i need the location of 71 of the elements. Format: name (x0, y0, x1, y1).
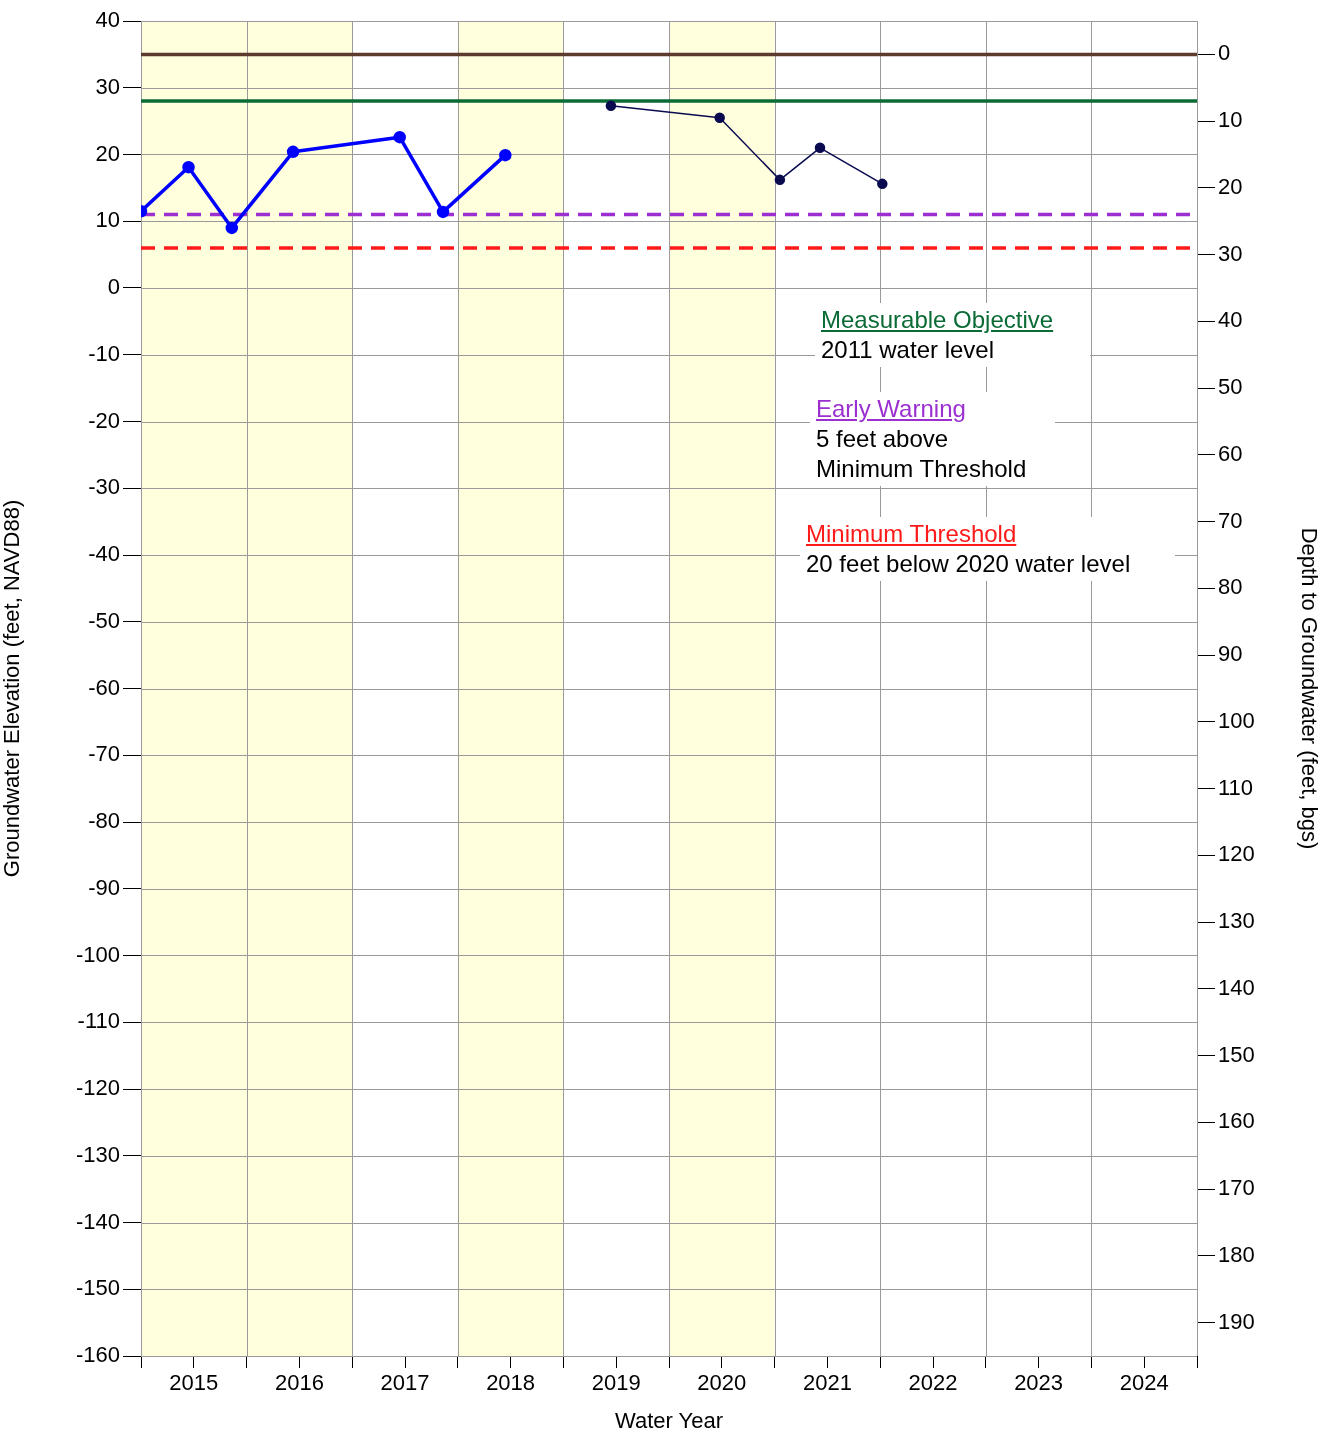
point (182, 160, 195, 174)
y-tick-label: -100 (75, 941, 120, 967)
y2-tick-label: 190 (1218, 1308, 1255, 1334)
y2-tick-label: 40 (1218, 307, 1243, 333)
x-tick-label: 2015 (169, 1370, 219, 1396)
x-tick-label: 2016 (274, 1370, 324, 1396)
y2-tick-label: 10 (1218, 107, 1243, 133)
y-tick-label: -80 (88, 808, 120, 834)
y-tick-label: 20 (95, 140, 120, 166)
x-tick-label: 2020 (697, 1370, 747, 1396)
annotation: 2011 water level (821, 335, 995, 365)
y2-tick-label: 150 (1218, 1041, 1255, 1067)
y-tick-label: -150 (75, 1275, 120, 1301)
point (774, 174, 786, 186)
ref-line-label: Measurable Objective (821, 305, 1055, 335)
y2-tick-label: 0 (1218, 40, 1231, 66)
x-tick-label: 2021 (802, 1370, 852, 1396)
y-tick-label: -120 (75, 1075, 120, 1101)
y-tick-label: -110 (77, 1008, 120, 1034)
y-tick-label: -10 (88, 340, 120, 366)
y2-axis-title: Depth to Groundwater (feet, bgs) (1296, 527, 1321, 850)
y-tick-label: 30 (95, 73, 120, 99)
point (225, 221, 239, 235)
y2-tick-label: 130 (1218, 908, 1255, 934)
ref-line-label: Minimum Threshold (806, 519, 1018, 549)
y-tick-label: 10 (95, 207, 120, 233)
point (436, 205, 450, 219)
y2-tick-label: 160 (1218, 1108, 1255, 1134)
x-axis-title: Water Year (614, 1407, 724, 1433)
y2-tick-label: 110 (1218, 774, 1254, 800)
y2-tick-label: 20 (1218, 173, 1243, 199)
y-tick-label: -130 (75, 1141, 120, 1167)
y-tick-label: -40 (88, 541, 120, 567)
point (499, 148, 512, 162)
y-tick-label: 0 (107, 274, 120, 300)
x-tick-label: 2017 (380, 1370, 430, 1396)
x-tick-label: 2023 (1014, 1370, 1064, 1396)
y-tick-label: -50 (88, 607, 120, 633)
ref-line-label: Early Warning (816, 394, 967, 424)
point (605, 100, 617, 112)
y2-tick-label: 170 (1218, 1175, 1255, 1201)
y2-tick-label: 140 (1218, 974, 1255, 1000)
y-tick-label: -70 (88, 741, 120, 767)
x-tick-label: 2024 (1119, 1370, 1169, 1396)
point (393, 130, 406, 144)
y2-tick-label: 180 (1218, 1241, 1255, 1267)
y2-tick-label: 80 (1218, 574, 1243, 600)
y2-tick-label: 50 (1218, 374, 1243, 400)
annotation: 20 feet below 2020 water level (806, 549, 1132, 579)
y-tick-label: -160 (75, 1342, 120, 1368)
y-tick-label: -20 (88, 407, 120, 433)
y2-tick-label: 120 (1218, 841, 1255, 867)
y2-tick-label: 60 (1218, 440, 1243, 466)
x-tick-label: 2019 (591, 1370, 641, 1396)
y2-tick-label: 100 (1218, 707, 1255, 733)
y2-tick-label: 30 (1218, 240, 1243, 266)
y-tick-label: 40 (95, 7, 120, 33)
y2-tick-label: 70 (1218, 507, 1243, 533)
y-tick-label: -60 (88, 674, 120, 700)
y-tick-label: -30 (88, 474, 120, 500)
x-tick-label: 2018 (486, 1370, 536, 1396)
y-tick-label: -140 (75, 1208, 120, 1234)
y2-tick-label: 90 (1218, 641, 1243, 667)
point (286, 145, 300, 159)
point (714, 112, 725, 124)
y-axis-title: Groundwater Elevation (feet, NAVD88) (0, 499, 25, 878)
x-tick-label: 2022 (908, 1370, 958, 1396)
annotation: 5 feet above Minimum Threshold (816, 424, 1028, 484)
point (814, 142, 826, 154)
y-tick-label: -90 (88, 874, 120, 900)
point (877, 178, 888, 190)
